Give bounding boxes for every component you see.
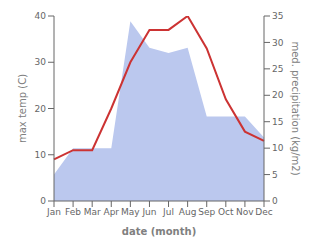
- svg-text:20: 20: [35, 104, 47, 114]
- svg-text:20: 20: [272, 90, 284, 100]
- svg-text:0: 0: [272, 196, 278, 206]
- svg-text:10: 10: [35, 150, 47, 160]
- svg-text:Feb: Feb: [65, 207, 81, 217]
- svg-text:40: 40: [35, 11, 47, 21]
- svg-text:Apr: Apr: [103, 207, 119, 217]
- svg-text:10: 10: [272, 143, 284, 153]
- svg-text:May: May: [121, 207, 140, 217]
- svg-text:Nov: Nov: [236, 207, 254, 217]
- svg-text:15: 15: [272, 117, 283, 127]
- svg-text:date (month): date (month): [122, 226, 196, 237]
- svg-text:Sep: Sep: [198, 207, 215, 217]
- svg-text:Mar: Mar: [84, 207, 101, 217]
- svg-text:Dec: Dec: [255, 207, 272, 217]
- svg-text:Oct: Oct: [218, 207, 234, 217]
- svg-text:Jan: Jan: [46, 207, 61, 217]
- svg-text:35: 35: [272, 11, 283, 21]
- svg-text:max temp (C): max temp (C): [17, 74, 28, 143]
- svg-text:30: 30: [35, 57, 47, 67]
- svg-text:med. precipitation (kg/m2): med. precipitation (kg/m2): [290, 41, 301, 175]
- svg-text:0: 0: [40, 196, 46, 206]
- svg-text:Jul: Jul: [162, 207, 174, 217]
- svg-text:Jun: Jun: [141, 207, 156, 217]
- svg-text:25: 25: [272, 64, 283, 74]
- svg-text:Aug: Aug: [179, 207, 197, 217]
- svg-text:5: 5: [272, 170, 278, 180]
- svg-text:30: 30: [272, 38, 284, 48]
